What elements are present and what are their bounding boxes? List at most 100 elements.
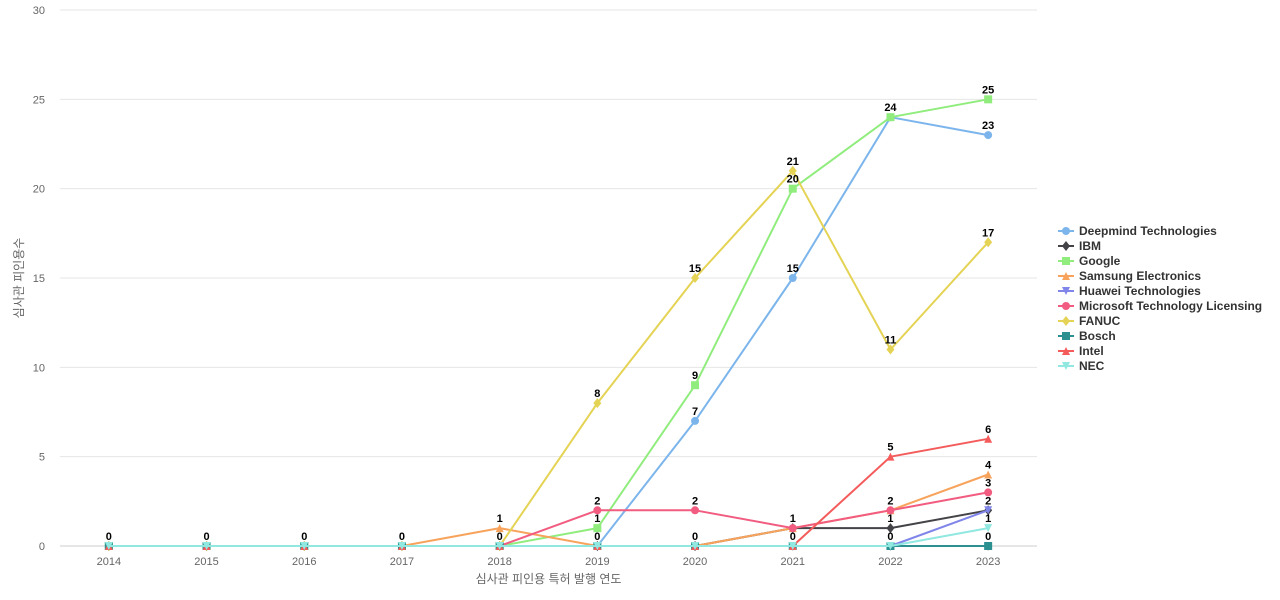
- data-label: 2: [887, 495, 893, 507]
- data-point: [788, 165, 797, 176]
- data-point: [984, 131, 993, 140]
- data-point: [691, 416, 700, 425]
- data-point: [104, 542, 113, 550]
- data-point: [788, 274, 797, 282]
- data-point: [984, 542, 993, 550]
- y-tick-label: 30: [33, 5, 45, 17]
- data-label: 1: [985, 513, 991, 525]
- legend-label: Samsung Electronics: [1079, 269, 1201, 283]
- data-label: 0: [399, 531, 405, 543]
- data-point: [593, 506, 602, 515]
- y-axis-title: 심사관 피인용수: [12, 238, 26, 319]
- legend-marker: [1062, 227, 1070, 235]
- x-tick-label: 2022: [878, 556, 902, 568]
- data-label: 0: [594, 531, 600, 543]
- data-label: 2: [594, 495, 600, 507]
- legend-marker: [1062, 241, 1070, 251]
- legend-item-microsoft-technology-licensing[interactable]: Microsoft Technology Licensing: [1058, 299, 1262, 313]
- data-label: 21: [787, 156, 799, 168]
- data-point: [202, 542, 211, 550]
- y-tick-label: 10: [33, 362, 45, 374]
- data-point: [886, 452, 895, 461]
- legend-label: IBM: [1079, 239, 1101, 253]
- data-label: 4: [985, 460, 992, 472]
- data-point: [593, 524, 602, 533]
- series-line-nec: [108, 527, 989, 547]
- data-point: [984, 524, 993, 533]
- data-point: [886, 542, 895, 550]
- legend-item-bosch[interactable]: Bosch: [1058, 329, 1116, 343]
- legend-marker: [1062, 347, 1070, 355]
- legend-marker: [1062, 302, 1070, 310]
- data-label: 15: [689, 263, 701, 275]
- data-label: 1: [497, 513, 503, 525]
- x-tick-label: 2018: [487, 556, 511, 568]
- legend-label: FANUC: [1079, 314, 1121, 328]
- series-intel: [104, 434, 993, 550]
- x-axis-title: 심사관 피인용 특허 발행 연도: [476, 571, 622, 586]
- data-label: 0: [203, 531, 209, 543]
- legend-item-google[interactable]: Google: [1058, 254, 1121, 268]
- data-point: [593, 542, 602, 550]
- legend-item-huawei-technologies[interactable]: Huawei Technologies: [1058, 284, 1201, 298]
- x-tick-label: 2016: [292, 556, 316, 568]
- legend-item-fanuc[interactable]: FANUC: [1058, 314, 1121, 328]
- data-point: [691, 381, 700, 390]
- legend-marker: [1062, 272, 1070, 280]
- legend-label: Bosch: [1079, 329, 1116, 343]
- data-point: [788, 542, 797, 550]
- y-tick-label: 15: [33, 273, 45, 285]
- legend-label: Google: [1079, 254, 1121, 268]
- data-point: [691, 273, 700, 283]
- y-tick-label: 20: [33, 184, 45, 196]
- legend-marker: [1062, 332, 1070, 340]
- x-tick-label: 2023: [976, 556, 1000, 568]
- data-label: 5: [887, 442, 893, 454]
- legend-label: Intel: [1079, 344, 1104, 358]
- data-point: [984, 488, 993, 497]
- data-point: [984, 237, 993, 248]
- legend-item-ibm[interactable]: IBM: [1058, 239, 1101, 253]
- series-line-intel: [108, 437, 989, 547]
- data-point: [495, 524, 504, 533]
- data-label: 11: [885, 334, 897, 346]
- legend-item-intel[interactable]: Intel: [1058, 344, 1104, 358]
- data-point: [886, 523, 895, 534]
- y-tick-label: 25: [33, 94, 45, 106]
- data-label: 0: [887, 531, 893, 543]
- data-label: 0: [790, 531, 796, 543]
- data-label: 24: [884, 102, 897, 114]
- series-nec: [104, 524, 993, 550]
- series-line-deepmind-technologies: [108, 116, 989, 547]
- series-samsung-electronics: [104, 470, 993, 550]
- data-label: 0: [985, 531, 991, 543]
- data-label: 15: [787, 263, 799, 275]
- legend-label: Deepmind Technologies: [1079, 224, 1217, 238]
- data-label: 0: [301, 531, 307, 543]
- legend-marker: [1062, 287, 1070, 295]
- x-tick-label: 2014: [97, 556, 121, 568]
- data-label: 1: [790, 513, 796, 525]
- y-tick-label: 0: [39, 541, 45, 553]
- data-label: 0: [692, 531, 698, 543]
- data-label: 9: [692, 370, 698, 382]
- data-point: [397, 542, 406, 550]
- series-fanuc: [104, 165, 993, 551]
- grid-lines: [60, 9, 1037, 458]
- data-label: 3: [985, 477, 991, 489]
- legend-item-samsung-electronics[interactable]: Samsung Electronics: [1058, 269, 1201, 283]
- legend-item-deepmind-technologies[interactable]: Deepmind Technologies: [1058, 224, 1217, 238]
- legend-marker: [1062, 257, 1070, 265]
- legend-marker: [1062, 362, 1070, 370]
- data-point: [886, 113, 895, 122]
- data-point: [886, 344, 895, 355]
- data-label: 0: [497, 531, 503, 543]
- x-tick-label: 2019: [585, 556, 609, 568]
- legend-label: Microsoft Technology Licensing: [1079, 299, 1262, 313]
- legend-label: NEC: [1079, 359, 1105, 373]
- data-label: 8: [594, 388, 600, 400]
- legend-item-nec[interactable]: NEC: [1058, 359, 1105, 373]
- data-point: [984, 470, 993, 479]
